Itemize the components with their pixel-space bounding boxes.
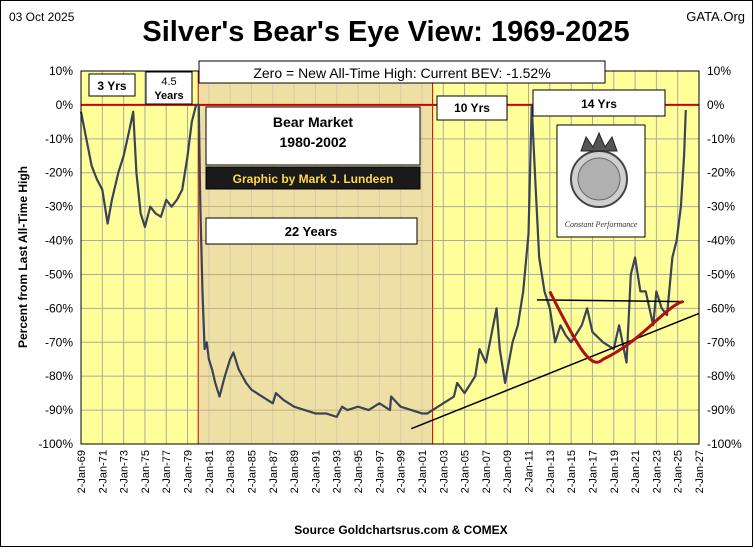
y-tick-left: 0% xyxy=(56,98,74,112)
bear-title-line1: Bear Market xyxy=(273,114,353,130)
x-tick: 2-Jan-87 xyxy=(268,450,280,493)
x-tick: 2-Jan-11 xyxy=(524,450,536,493)
x-tick: 2-Jan-27 xyxy=(694,450,706,493)
x-tick: 2-Jan-21 xyxy=(630,450,642,493)
x-tick: 2-Jan-95 xyxy=(353,450,365,493)
x-tick: 2-Jan-73 xyxy=(119,450,131,493)
date-label: 03 Oct 2025 xyxy=(9,10,75,24)
logo-caption: Constant Performance xyxy=(565,220,638,229)
bear-title-line2: 1980-2002 xyxy=(280,134,347,150)
x-tick: 2-Jan-05 xyxy=(460,450,472,493)
y-tick-right: -20% xyxy=(707,166,735,180)
x-tick: 2-Jan-91 xyxy=(310,450,322,493)
support-trendline xyxy=(411,312,700,430)
resistance-line xyxy=(537,299,685,303)
coin-logo: Constant Performance xyxy=(556,124,646,238)
annotation-22yrs-box xyxy=(205,217,418,245)
subtitle-box xyxy=(198,60,606,84)
x-tick: 2-Jan-99 xyxy=(396,450,408,493)
x-tick: 2-Jan-71 xyxy=(97,450,109,493)
x-tick: 2-Jan-85 xyxy=(246,450,258,493)
y-tick-left: -70% xyxy=(45,335,73,349)
x-tick: 2-Jan-09 xyxy=(502,450,514,493)
x-tick: 2-Jan-81 xyxy=(204,450,216,493)
x-tick: 2-Jan-89 xyxy=(289,450,301,493)
x-tick: 2-Jan-17 xyxy=(587,450,599,493)
x-tick: 2-Jan-83 xyxy=(225,450,237,493)
x-tick: 2-Jan-77 xyxy=(161,450,173,493)
x-tick: 2-Jan-93 xyxy=(332,450,344,493)
y-tick-left: -10% xyxy=(45,132,73,146)
x-tick: 2-Jan-25 xyxy=(673,450,685,493)
annotation-14yrs-box xyxy=(532,89,666,117)
x-tick: 2-Jan-13 xyxy=(545,450,557,493)
y-tick-right: 0% xyxy=(707,98,725,112)
y-tick-right: -60% xyxy=(707,301,735,315)
annotation-3yrs-box xyxy=(88,73,136,97)
y-tick-right: -30% xyxy=(707,200,735,214)
series-layer xyxy=(79,103,687,418)
y-axis-label: Percent from Last All-Time High xyxy=(16,166,30,348)
y-tick-right: -100% xyxy=(707,437,742,451)
annotation-3yrs: 3 Yrs xyxy=(97,79,126,93)
brand-label: GATA.Org xyxy=(686,9,745,24)
bear-title-box xyxy=(205,106,421,166)
annotation-10yrs: 10 Yrs xyxy=(454,101,490,115)
y-tick-left: 10% xyxy=(49,64,73,78)
x-tick: 2-Jan-97 xyxy=(374,450,386,493)
y-tick-left: -90% xyxy=(45,403,73,417)
y-tick-left: -50% xyxy=(45,267,73,281)
x-tick: 2-Jan-03 xyxy=(438,450,450,493)
cup-curve xyxy=(548,290,684,364)
x-tick: 2-Jan-07 xyxy=(481,450,493,493)
y-tick-left: -60% xyxy=(45,301,73,315)
x-tick: 2-Jan-69 xyxy=(76,450,88,493)
annotation-4-5yrs-box xyxy=(145,71,193,105)
x-tick: 2-Jan-23 xyxy=(651,450,663,493)
subtitle-text: Zero = New All-Time High: Current BEV: -… xyxy=(253,65,550,81)
annotation-14yrs: 14 Yrs xyxy=(581,97,617,111)
x-tick: 2-Jan-79 xyxy=(183,450,195,493)
credit-text: Graphic by Mark J. Lundeen xyxy=(233,172,394,186)
annotation-22yrs: 22 Years xyxy=(285,224,338,239)
x-tick: 2-Jan-15 xyxy=(566,450,578,493)
y-tick-right: -90% xyxy=(707,403,735,417)
y-tick-left: -80% xyxy=(45,369,73,383)
y-tick-right: -10% xyxy=(707,132,735,146)
y-tick-right: 10% xyxy=(707,64,731,78)
series-line-0 xyxy=(79,103,687,418)
source-label: Source Goldchartsrus.com & COMEX xyxy=(294,523,507,537)
y-tick-right: -50% xyxy=(707,267,735,281)
annotation-4-5yrs-line2: Years xyxy=(154,90,183,102)
y-tick-left: -100% xyxy=(38,437,73,451)
annotation-10yrs-box xyxy=(436,95,508,121)
credit-box xyxy=(205,166,421,190)
y-axis-right: 10% 0% -10% -20% -30% -40% -50% -60% -70% -80% -90… xyxy=(707,64,742,451)
y-axis-left: 10% 0% -10% -20% -30% -40% -50% -60% -70% -80% -90… xyxy=(38,64,73,451)
x-tick: 2-Jan-19 xyxy=(609,450,621,493)
chart-title: Silver's Bear's Eye View: 1969-2025 xyxy=(142,16,629,48)
trend-layer xyxy=(411,290,700,430)
y-tick-left: -30% xyxy=(45,200,73,214)
y-tick-right: -40% xyxy=(707,234,735,248)
y-tick-left: -40% xyxy=(45,234,73,248)
y-tick-right: -80% xyxy=(707,369,735,383)
annotation-4-5yrs-line1: 4.5 xyxy=(161,76,176,88)
y-tick-left: -20% xyxy=(45,166,73,180)
x-axis: 2-Jan-69 2-Jan-71 2-Jan-73 2-Jan-75 2-Jan-77… xyxy=(76,450,706,493)
x-tick: 2-Jan-01 xyxy=(417,450,429,493)
y-tick-right: -70% xyxy=(707,335,735,349)
x-tick: 2-Jan-75 xyxy=(140,450,152,493)
